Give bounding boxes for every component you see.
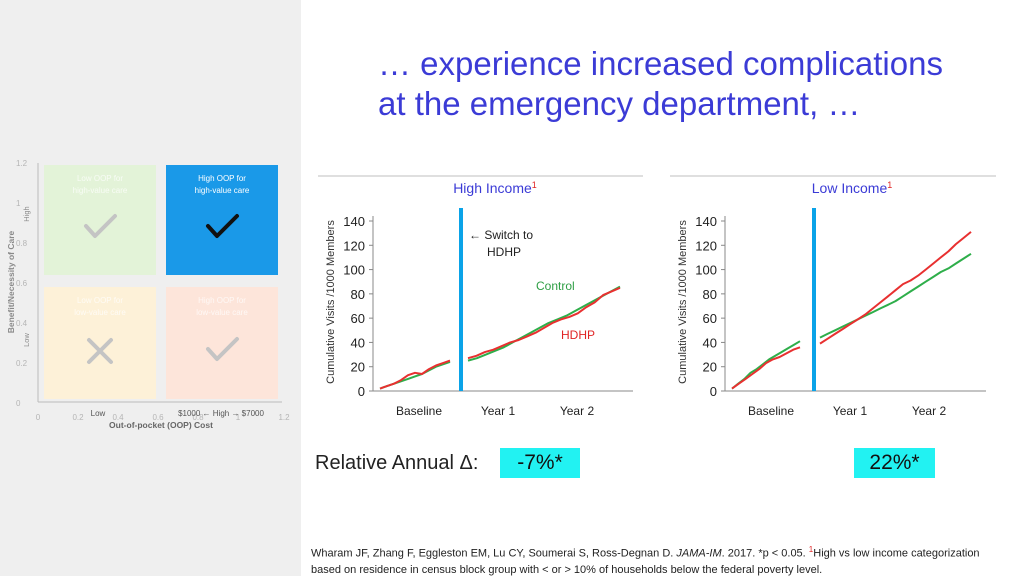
quadrant-text-line: low-value care [196,308,248,317]
quadrant-box: Low OOP for low-value care [44,287,156,399]
quad-y-axis-title: Benefit/Necessity of Care [6,230,16,333]
background-quadrant-panel: 0 0.2 0.4 0.6 0.8 1 1.2 0 0.2 0.4 0.6 0.8 1 1.2 Low OO… [0,0,301,576]
annotation-hdhp-label: HDHP [561,328,595,342]
y-tick-label: 80 [351,287,365,302]
y-tick-label: 40 [351,335,365,350]
quad-y-tick-label: 0.4 [16,319,28,328]
quad-x-high-label: $1000 ← High → $7000 [178,409,264,418]
quadrant-text-line: High OOP for [198,174,246,183]
y-axis-label: Cumulative Visits /1000 Members [325,220,337,384]
y-tick-label: 120 [343,238,365,253]
quad-y-tick-label: 0.6 [16,279,28,288]
y-tick-label: 120 [695,238,717,253]
check-icon [206,214,239,238]
series-line-control [819,252,972,339]
y-tick-label: 0 [358,384,365,399]
x-period-label: Baseline [748,404,794,418]
delta-high-income-badge: -7%* [500,448,580,478]
y-tick-label: 140 [343,214,365,229]
y-tick-label: 20 [351,360,365,375]
quadrant-box: Low OOP for high-value care [44,165,156,275]
cross-icon [87,338,113,364]
quadrant-fill [44,165,156,275]
quad-x-tick-label: 1 [236,413,241,422]
series-line-control [467,285,621,362]
series-line-hdhp [467,286,621,360]
line-chart-high-income: High Income1 Cumulative Visits /1000 Memb… [318,175,643,418]
slide-title: … experience increased complications at … [378,44,978,124]
quad-y-tick-label: 0.8 [16,239,28,248]
series-line-hdhp [379,359,451,390]
chart-title: Low Income1 [812,180,893,196]
footnote-rest-2: High vs low income categorization based … [311,547,980,576]
footnote-superscript: 1 [808,545,814,554]
quad-y-tick-label: 1.2 [16,159,28,168]
footnote-rest-1: . 2017. *p < 0.05. [721,547,809,560]
quad-x-tick-label: 1.2 [278,413,290,422]
x-period-label: Year 2 [912,404,947,418]
quad-y-low-label: Low [22,333,31,347]
chart-title-superscript: 1 [532,180,537,190]
quad-y-tick-label: 0.2 [16,359,28,368]
x-period-label: Year 1 [833,404,868,418]
chart-title-superscript: 1 [887,180,892,190]
relative-annual-delta-label: Relative Annual Δ: [315,452,479,474]
quadrant-box: High OOP for high-value care [166,165,278,275]
delta-low-income-badge: 22%* [854,448,935,478]
chart-title-text: Low Income [812,180,888,196]
quadrant-text-line: Low OOP for [77,296,123,305]
annotation-control-label: Control [536,279,575,293]
title-line-2: at the emergency department, … [378,85,861,122]
chart-title-text: High Income [453,180,532,196]
quad-x-axis-title: Out-of-pocket (OOP) Cost [109,420,213,430]
quad-x-low-label: Low [91,409,106,418]
check-icon [206,337,239,361]
quad-y-tick-label: 0 [16,399,21,408]
quadrant-text-line: high-value care [195,186,250,195]
line-chart-low-income: Low Income1 Cumulative Visits /1000 Membe… [670,175,996,418]
quad-x-tick-label: 0.8 [192,413,204,422]
x-period-label: Baseline [396,404,442,418]
y-tick-label: 100 [695,263,717,278]
quadrant-text-line: Low OOP for [77,174,123,183]
y-tick-label: 40 [703,335,717,350]
quadrant-box: High OOP for low-value care [166,287,278,399]
annotation-switch-line-2: HDHP [487,245,521,259]
chart-title: High Income1 [453,180,537,196]
quad-x-tick-label: 0 [36,413,41,422]
quad-x-tick-label: 0.2 [72,413,84,422]
y-tick-label: 140 [695,214,717,229]
footnote-authors: Wharam JF, Zhang F, Eggleston EM, Lu CY,… [311,547,677,560]
quad-y-tick-label: 1 [16,199,21,208]
y-tick-label: 0 [710,384,717,399]
quad-x-tick-label: 0.4 [112,413,124,422]
quadrant-text-line: High OOP for [198,296,246,305]
y-tick-label: 100 [343,263,365,278]
series-line-hdhp [731,346,801,390]
annotation-switch-line-1: ← Switch to [469,228,533,242]
quad-y-high-label: High [22,206,31,221]
quadrant-fill [166,287,278,399]
quadrant-text-line: high-value care [73,186,128,195]
y-tick-label: 80 [703,287,717,302]
citation-footnote: Wharam JF, Zhang F, Eggleston EM, Lu CY,… [311,542,1011,578]
quadrant-figure: 0 0.2 0.4 0.6 0.8 1 1.2 0 0.2 0.4 0.6 0.8 1 1.2 Low OO… [6,159,290,430]
title-line-1: … experience increased complications [378,45,943,82]
y-tick-label: 60 [703,311,717,326]
y-tick-label: 20 [703,360,717,375]
quadrant-fill [166,165,278,275]
footnote-journal: JAMA-IM [676,547,722,560]
x-period-label: Year 2 [560,404,595,418]
quadrant-fill [44,287,156,399]
series-line-hdhp [819,231,972,345]
quadrant-text-line: low-value care [74,308,126,317]
quad-x-tick-label: 0.6 [152,413,164,422]
y-tick-label: 60 [351,311,365,326]
y-axis-label: Cumulative Visits /1000 Members [677,220,689,384]
x-period-label: Year 1 [481,404,516,418]
check-icon [84,214,117,238]
